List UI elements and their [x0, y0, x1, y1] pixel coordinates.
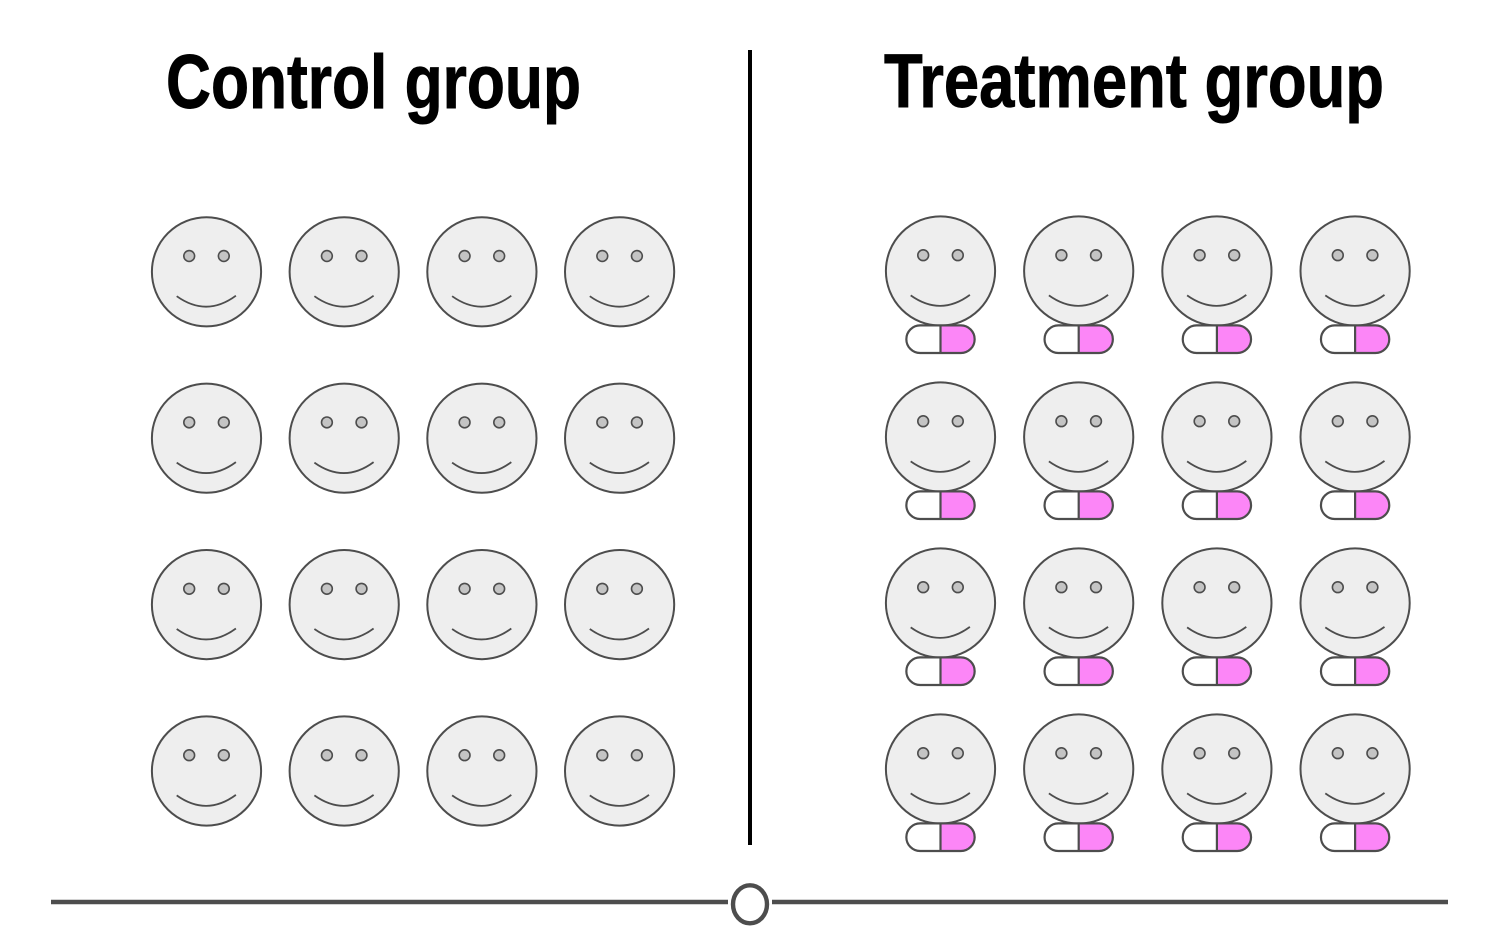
svg-text:Treatment group: Treatment group [884, 39, 1384, 124]
svg-text:Control group: Control group [166, 40, 581, 125]
